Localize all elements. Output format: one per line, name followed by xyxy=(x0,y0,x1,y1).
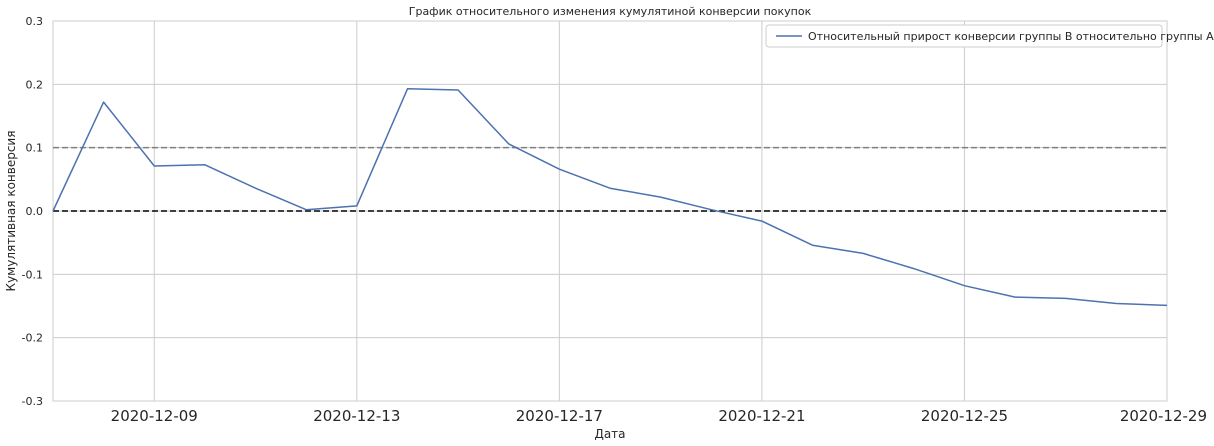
x-tick-label: 2020-12-21 xyxy=(718,407,805,425)
y-tick-label: 0.2 xyxy=(26,78,44,91)
x-tick-label: 2020-12-25 xyxy=(921,407,1008,425)
x-tick-labels: 2020-12-09 2020-12-13 2020-12-17 2020-12-21… xyxy=(111,407,1207,425)
legend-box xyxy=(765,24,1163,48)
x-tick-label: 2020-12-13 xyxy=(313,407,400,425)
y-tick-label: -0.2 xyxy=(22,332,43,345)
series-layer xyxy=(52,88,1168,307)
y-tick-label: -0.1 xyxy=(22,268,43,281)
y-tick-label: 0.1 xyxy=(26,142,44,155)
y-tick-label: -0.3 xyxy=(22,395,43,408)
series-line xyxy=(52,88,1168,307)
chart-title: График относительного изменения кумуляти… xyxy=(409,5,812,18)
reference-lines xyxy=(53,146,1167,212)
x-tick-label: 2020-12-09 xyxy=(111,407,198,425)
legend: Относительный прирост конверсии группы B… xyxy=(765,24,1214,48)
y-tick-labels: -0.3 -0.2 -0.1 0.0 0.1 0.2 0.3 xyxy=(22,15,43,408)
y-tick-label: 0.3 xyxy=(26,15,44,28)
x-tick-label: 2020-12-29 xyxy=(1120,407,1207,425)
x-axis-title: Дата xyxy=(594,427,625,441)
legend-label: Относительный прирост конверсии группы B… xyxy=(808,30,1214,43)
x-tick-label: 2020-12-17 xyxy=(516,407,603,425)
y-axis-title: Кумулятивная конверсия xyxy=(4,131,18,292)
y-tick-label: 0.0 xyxy=(26,205,44,218)
